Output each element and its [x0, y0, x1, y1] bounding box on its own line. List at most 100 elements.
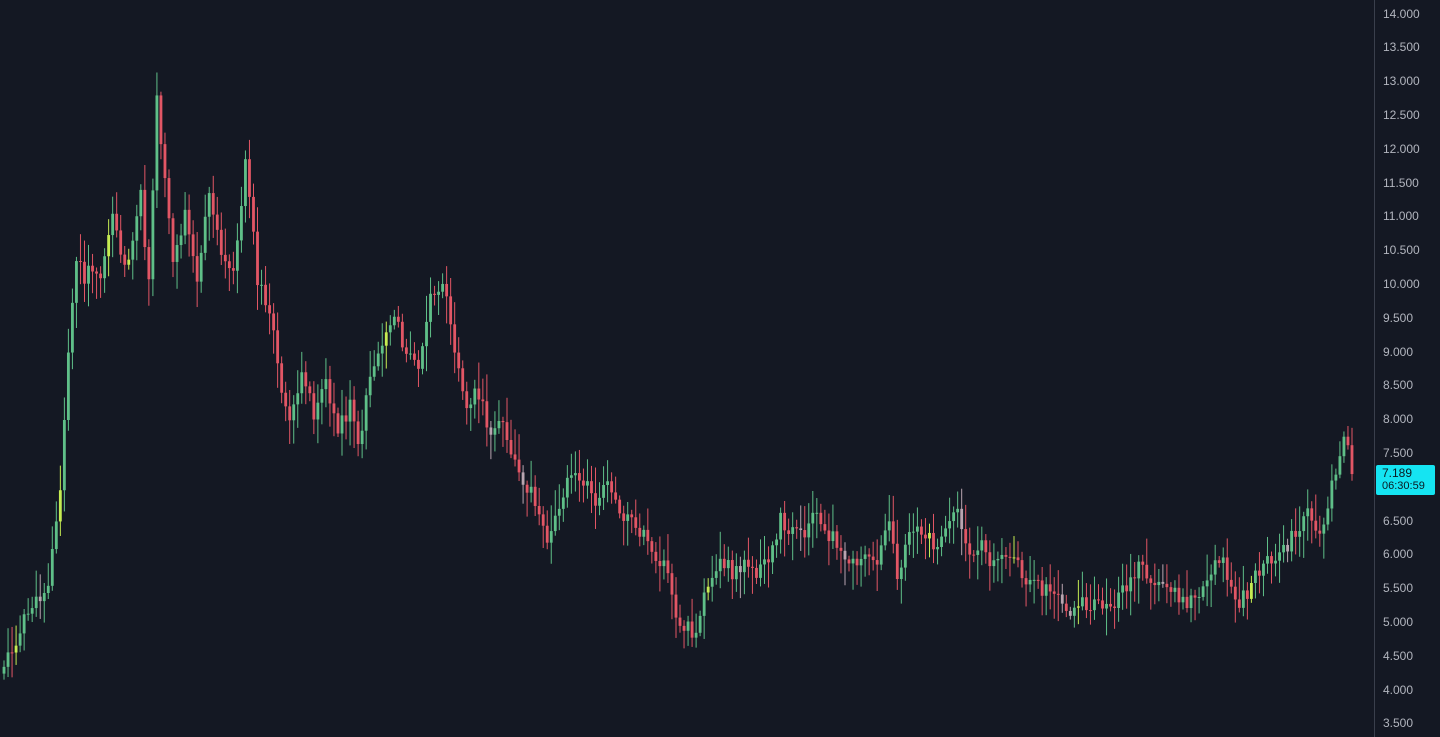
candle — [859, 546, 863, 587]
candle-body — [123, 254, 127, 265]
candle — [980, 526, 984, 566]
candle-body — [734, 566, 738, 580]
candle — [1290, 519, 1294, 562]
candle-body — [533, 486, 537, 506]
candle-body — [6, 652, 10, 667]
candle-body — [1229, 579, 1233, 587]
candle-body — [139, 189, 143, 217]
candle-body — [582, 480, 585, 486]
plot-area[interactable] — [0, 0, 1374, 737]
candle — [1197, 587, 1201, 614]
candle — [811, 490, 815, 548]
candle — [875, 539, 879, 592]
candle — [1249, 575, 1253, 603]
candle-body — [143, 189, 147, 248]
candle-body — [1133, 577, 1137, 579]
candle — [340, 389, 344, 456]
candle-body — [863, 554, 867, 559]
candle — [545, 510, 549, 550]
candle-body — [646, 529, 650, 542]
candle-body — [167, 178, 171, 219]
candle — [887, 495, 891, 542]
candle — [244, 150, 247, 223]
candle-body — [622, 513, 626, 521]
candle — [1032, 560, 1036, 604]
candle-body — [493, 428, 497, 435]
candle-body — [553, 515, 557, 532]
candle-body — [658, 560, 662, 567]
candle-body — [1310, 508, 1314, 521]
candle-body — [610, 481, 614, 493]
candle — [879, 535, 883, 571]
candle-body — [187, 209, 191, 235]
candle-body — [1249, 582, 1253, 599]
candle — [1262, 560, 1265, 597]
candle — [1068, 606, 1072, 620]
candle — [292, 395, 296, 444]
candle — [1338, 441, 1342, 479]
candle-body — [384, 332, 388, 346]
candle — [602, 466, 605, 510]
candle-body — [1197, 596, 1201, 598]
candle-body — [75, 261, 78, 303]
candle — [421, 342, 424, 375]
candle-body — [561, 497, 565, 509]
candle-body — [71, 302, 74, 353]
candle-body — [795, 527, 799, 529]
candle-body — [1008, 556, 1012, 558]
candle — [143, 165, 147, 261]
candle-body — [340, 415, 344, 434]
price-tick-label: 5.000 — [1383, 615, 1414, 630]
candle-body — [231, 268, 235, 271]
candle-body — [127, 259, 131, 265]
candle — [972, 550, 976, 563]
price-axis[interactable]: 3.5004.0004.5005.0005.5006.0006.5007.000… — [1374, 0, 1440, 737]
candle-body — [30, 608, 34, 614]
candle — [18, 615, 22, 653]
candle-body — [1000, 554, 1004, 559]
candle-body — [42, 593, 46, 602]
candle — [75, 256, 78, 328]
candle-body — [248, 159, 251, 197]
candle-body — [320, 389, 324, 403]
candle — [835, 525, 839, 560]
candle — [911, 513, 915, 558]
candle — [730, 550, 734, 599]
candle-body — [296, 393, 300, 405]
candle — [211, 175, 215, 238]
candle — [960, 488, 964, 556]
candle — [79, 234, 82, 285]
candle-body — [779, 512, 783, 540]
candle — [131, 232, 135, 280]
candle — [425, 295, 428, 372]
candle — [775, 533, 778, 558]
candle — [1024, 570, 1028, 607]
candle — [791, 512, 795, 561]
candle — [936, 538, 939, 565]
candle — [171, 213, 175, 278]
candle — [1089, 584, 1092, 625]
candle — [445, 266, 449, 324]
candle-body — [807, 523, 811, 538]
candle-body — [264, 284, 267, 306]
candle — [1334, 468, 1338, 490]
candle-body — [199, 252, 203, 282]
candle — [316, 384, 320, 444]
candle — [521, 465, 525, 504]
candle — [899, 559, 903, 604]
candle-body — [417, 359, 420, 369]
candle-body — [272, 313, 276, 331]
candle-body — [356, 421, 360, 445]
candle — [1350, 427, 1354, 481]
candle-body — [1350, 445, 1354, 475]
price-tick-label: 4.500 — [1383, 648, 1414, 663]
candle-body — [1302, 516, 1306, 532]
candle-body — [26, 613, 30, 615]
candle-body — [614, 492, 618, 500]
candle-body — [662, 560, 666, 567]
candle — [839, 535, 843, 574]
candle — [1286, 538, 1290, 563]
candle-body — [787, 530, 791, 534]
candle — [726, 546, 730, 582]
